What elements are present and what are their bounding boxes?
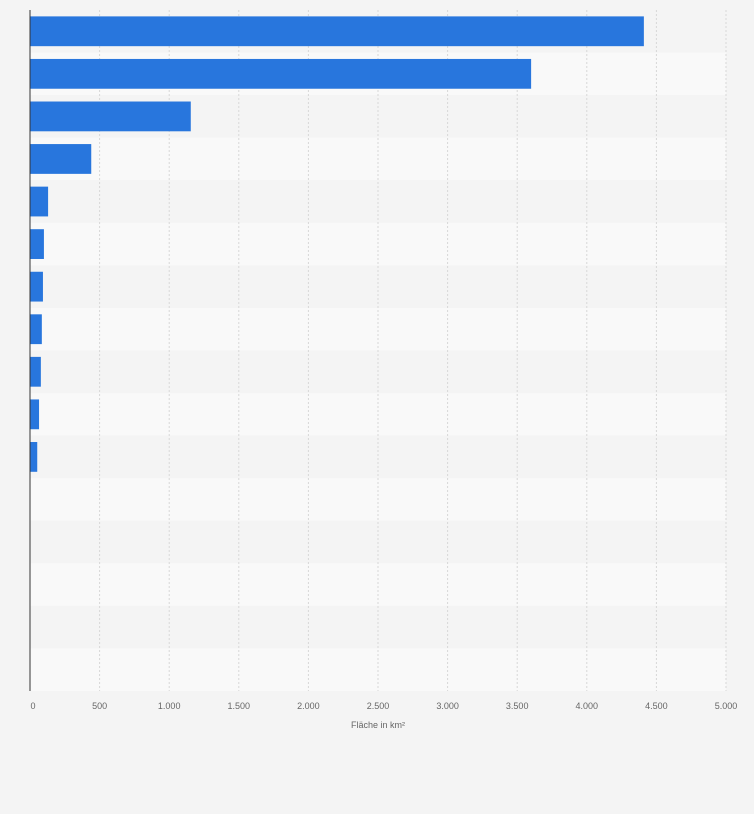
x-axis-label: Fläche in km² (351, 720, 405, 730)
bar (30, 58, 532, 89)
bar (30, 101, 191, 132)
x-tick-labels: 0 500 1.000 1.500 2.000 2.500 3.000 3.500 4.000 4… (30, 701, 737, 711)
x-tick-label: 2.500 (367, 701, 390, 711)
x-tick-label: 0 (30, 701, 35, 711)
bars (30, 16, 644, 472)
bar (30, 144, 92, 174)
x-tick-label: 1.500 (228, 701, 251, 711)
bar (30, 442, 38, 472)
x-tick-label: 1.000 (158, 701, 181, 711)
bar (30, 399, 40, 430)
x-tick-label: 4.000 (576, 701, 599, 711)
bar (30, 356, 41, 387)
bar (30, 271, 43, 302)
bar (30, 186, 49, 217)
bar (30, 16, 644, 47)
x-tick-label: 5.000 (715, 701, 738, 711)
x-tick-label: 500 (92, 701, 107, 711)
x-tick-label: 3.500 (506, 701, 529, 711)
x-tick-label: 4.500 (645, 701, 668, 711)
bar (30, 314, 42, 345)
x-tick-label: 3.000 (436, 701, 459, 711)
bar (30, 229, 44, 259)
x-tick-label: 2.000 (297, 701, 320, 711)
